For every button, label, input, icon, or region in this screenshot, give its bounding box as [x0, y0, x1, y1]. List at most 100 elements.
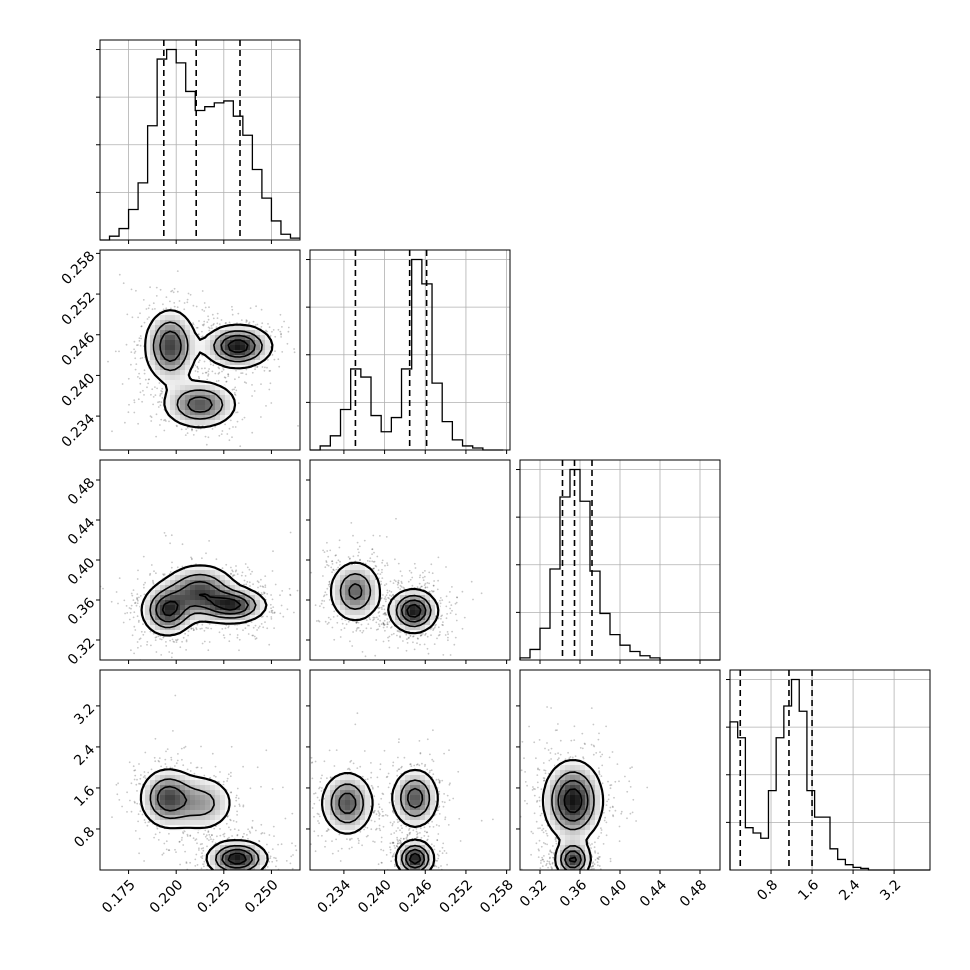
scatter-point	[195, 326, 198, 329]
scatter-point	[139, 344, 142, 347]
scatter-point	[169, 542, 172, 545]
scatter-point	[248, 321, 251, 324]
scatter-point	[382, 594, 384, 596]
scatter-point	[170, 656, 173, 659]
scatter-point	[248, 322, 250, 325]
scatter-point	[224, 627, 227, 630]
density-cell	[195, 400, 201, 406]
density-cell	[190, 350, 196, 356]
scatter-point	[423, 584, 426, 586]
density-cell	[215, 355, 221, 361]
scatter-point	[130, 288, 133, 291]
scatter-point	[412, 635, 415, 638]
scatter-point	[449, 607, 451, 610]
scatter-point	[417, 638, 419, 640]
scatter-point	[146, 641, 149, 643]
density-cell	[190, 355, 196, 361]
scatter-point	[270, 607, 272, 610]
density-cell	[235, 345, 241, 351]
scatter-point	[265, 329, 267, 332]
scatter-point	[135, 289, 137, 292]
density-cell	[185, 405, 191, 411]
scatter-point	[335, 561, 338, 564]
scatter-point	[444, 634, 447, 636]
scatter-point	[384, 614, 387, 616]
scatter-point	[439, 602, 442, 605]
density-cell	[230, 605, 236, 611]
scatter-point	[392, 632, 395, 635]
scatter-point	[154, 639, 157, 641]
scatter-point	[419, 574, 422, 577]
density-cell	[165, 375, 171, 381]
scatter-point	[424, 570, 426, 572]
density-cell	[350, 590, 356, 596]
density-cell	[185, 620, 191, 626]
scatter-point	[227, 373, 230, 376]
scatter-point	[260, 623, 263, 625]
scatter-point	[114, 350, 117, 353]
density-cell	[170, 390, 176, 396]
density-cell	[210, 400, 216, 406]
scatter-point	[223, 376, 226, 379]
scatter-point	[428, 571, 431, 574]
scatter-point	[191, 558, 193, 561]
density-cell	[195, 350, 201, 356]
scatter-point	[448, 601, 451, 603]
scatter-point	[421, 633, 424, 635]
scatter-point	[144, 451, 146, 453]
scatter-point	[355, 621, 358, 624]
density-cell	[165, 400, 171, 406]
density-cell	[250, 590, 256, 596]
scatter-point	[227, 373, 230, 375]
scatter-point	[412, 641, 414, 644]
density-cell	[175, 570, 181, 576]
density-cell	[230, 335, 236, 341]
scatter-point	[326, 541, 328, 544]
scatter-point	[190, 557, 193, 560]
scatter-point	[233, 574, 236, 577]
scatter-point	[455, 613, 457, 616]
density-cell	[205, 390, 211, 396]
scatter-point	[257, 627, 260, 629]
density-cell	[170, 575, 176, 581]
density-cell	[210, 570, 216, 576]
density-cell	[160, 340, 166, 346]
scatter-point	[245, 368, 248, 371]
scatter-point	[203, 323, 205, 326]
density-cell	[225, 340, 231, 346]
scatter-point	[451, 630, 453, 633]
scatter-point	[383, 612, 386, 615]
density-cell	[160, 345, 166, 351]
scatter-point	[198, 320, 200, 322]
density-cell	[160, 580, 166, 586]
scatter-point	[140, 325, 143, 327]
scatter-point	[305, 326, 307, 328]
scatter-point	[399, 588, 402, 590]
density-cell	[185, 355, 191, 361]
density-cell	[365, 595, 371, 601]
scatter-point	[152, 665, 154, 667]
density-cell	[185, 385, 191, 391]
density-cell	[160, 615, 166, 621]
scatter-point	[192, 629, 195, 632]
scatter-point	[142, 299, 145, 301]
scatter-point	[260, 616, 263, 618]
scatter-point	[249, 585, 251, 587]
density-cell	[215, 590, 221, 596]
scatter-point	[223, 636, 226, 639]
scatter-point	[472, 598, 474, 601]
scatter-point	[218, 323, 221, 325]
density-cell	[340, 600, 346, 606]
density-cell	[230, 360, 236, 366]
scatter-point	[424, 634, 426, 636]
density-cell	[190, 380, 196, 386]
scatter-point	[270, 611, 273, 614]
scatter-point	[143, 593, 146, 596]
scatter-point	[441, 614, 443, 617]
scatter-point	[118, 273, 121, 276]
scatter-panel-1-0	[96, 249, 307, 454]
density-cell	[195, 565, 201, 571]
scatter-point	[130, 649, 132, 652]
scatter-point	[205, 371, 208, 374]
scatter-point	[238, 649, 240, 652]
